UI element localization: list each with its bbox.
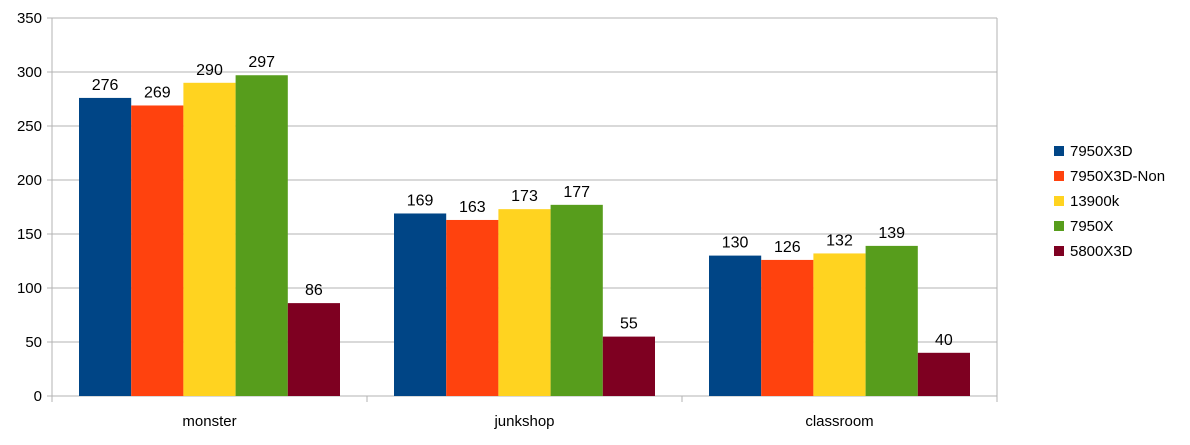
data-label: 163 bbox=[459, 199, 486, 216]
y-tick-label: 0 bbox=[34, 388, 42, 405]
bar-13900k-junkshop bbox=[498, 209, 551, 396]
legend-label-13900k: 13900k bbox=[1070, 193, 1120, 210]
y-tick-label: 350 bbox=[17, 10, 42, 27]
legend-label-7950X3D-Non: 7950X3D-Non bbox=[1070, 168, 1165, 185]
bar-13900k-classroom bbox=[813, 253, 866, 396]
data-label: 130 bbox=[722, 235, 749, 252]
y-tick-label: 50 bbox=[25, 334, 42, 351]
legend-swatch-7950X3D-Non bbox=[1054, 171, 1064, 181]
data-label: 139 bbox=[878, 225, 905, 242]
y-tick-label: 300 bbox=[17, 64, 42, 81]
data-label: 269 bbox=[144, 84, 171, 101]
category-label-classroom: classroom bbox=[805, 413, 873, 430]
data-label: 169 bbox=[407, 192, 434, 209]
data-label: 177 bbox=[563, 184, 590, 201]
bar-7950X3D-Non-classroom bbox=[761, 259, 814, 396]
category-label-junkshop: junkshop bbox=[493, 413, 554, 430]
data-label: 290 bbox=[196, 62, 223, 79]
bar-7950X3D-classroom bbox=[709, 255, 762, 396]
bar-7950X3D-Non-junkshop bbox=[446, 219, 499, 396]
bar-7950X3D-junkshop bbox=[394, 213, 447, 396]
bars bbox=[79, 75, 970, 397]
legend-label-7950X: 7950X bbox=[1070, 218, 1113, 235]
y-tick-label: 150 bbox=[17, 226, 42, 243]
legend-label-5800X3D: 5800X3D bbox=[1070, 243, 1133, 260]
legend-swatch-5800X3D bbox=[1054, 246, 1064, 256]
legend-swatch-7950X3D bbox=[1054, 146, 1064, 156]
bar-5800X3D-classroom bbox=[917, 352, 970, 396]
bar-7950X3D-monster bbox=[79, 97, 132, 397]
data-label: 126 bbox=[774, 239, 801, 256]
legend-swatch-7950X bbox=[1054, 221, 1064, 231]
data-label: 276 bbox=[92, 77, 119, 94]
bar-5800X3D-monster bbox=[287, 303, 340, 396]
data-label: 173 bbox=[511, 188, 538, 205]
bar-7950X3D-Non-monster bbox=[131, 105, 184, 396]
legend-label-7950X3D: 7950X3D bbox=[1070, 143, 1133, 160]
data-label: 55 bbox=[620, 316, 638, 333]
data-label: 86 bbox=[305, 282, 323, 299]
data-label: 132 bbox=[826, 232, 853, 249]
y-tick-label: 250 bbox=[17, 118, 42, 135]
bar-5800X3D-junkshop bbox=[602, 336, 655, 396]
bar-7950X-monster bbox=[235, 75, 288, 397]
legend: 7950X3D 7950X3D-Non 13900k 7950X 5800X3D bbox=[1054, 143, 1165, 260]
y-tick-label: 100 bbox=[17, 280, 42, 297]
data-label: 297 bbox=[248, 54, 275, 71]
bar-7950X-junkshop bbox=[550, 204, 603, 396]
y-tick-label: 200 bbox=[17, 172, 42, 189]
data-labels: 276 169 130 269 163 126 290 173 132 297 177 139 86 55… bbox=[92, 54, 953, 349]
category-label-monster: monster bbox=[182, 413, 236, 430]
bar-13900k-monster bbox=[183, 82, 236, 397]
data-label: 40 bbox=[935, 332, 953, 349]
bar-7950X-classroom bbox=[865, 245, 918, 396]
legend-swatch-13900k bbox=[1054, 196, 1064, 206]
